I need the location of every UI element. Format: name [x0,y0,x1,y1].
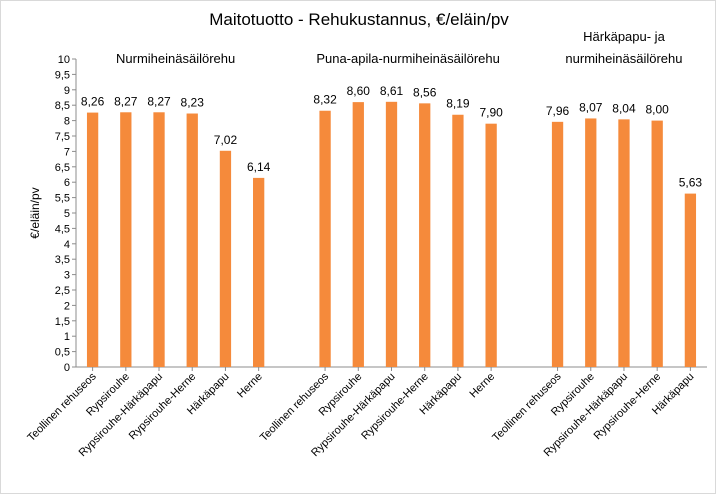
y-tick-label: 2 [64,300,70,312]
data-label: 8,19 [446,97,470,111]
data-label: 5,63 [679,176,703,190]
bar [684,193,697,367]
bar [618,119,630,367]
y-tick-label: 6,5 [55,162,70,174]
category-label: Herne [468,371,498,401]
data-label: 8,07 [579,100,603,114]
y-axis-label: €/eläin/pv [28,187,42,238]
data-label: 8,60 [347,84,371,98]
bar [419,103,431,368]
bar [319,110,331,367]
data-label: 8,00 [646,103,670,117]
bar [551,121,564,367]
bar [651,120,663,367]
y-tick-label: 1 [64,331,70,343]
y-tick-label: 1,5 [55,316,70,328]
bar [352,102,364,368]
y-tick-label: 4,5 [55,223,70,235]
y-tick-label: 8 [64,116,70,128]
y-tick-label: 7 [64,146,70,158]
bar [585,118,597,367]
bar [86,112,99,367]
data-label: 7,90 [479,106,503,120]
y-tick-label: 2,5 [55,285,70,297]
data-label: 8,27 [114,94,138,108]
y-tick-label: 0 [64,362,70,374]
data-label: 8,56 [413,85,437,99]
group-label: nurmiheinäsäilörehu [565,51,682,66]
data-label: 6,14 [247,160,271,174]
data-label: 8,32 [313,93,337,107]
bar [385,101,398,367]
bar [186,113,198,368]
y-tick-label: 10 [58,54,70,66]
bar [485,123,497,368]
bar [120,112,132,367]
bar [253,177,265,367]
group-label: Härkäpapu- ja [583,29,665,44]
y-tick-label: 9 [64,85,70,97]
data-label: 8,61 [380,84,404,98]
bar [153,112,165,367]
bar [219,150,232,367]
bars-layer [86,101,697,368]
y-tick-label: 4 [64,239,70,251]
group-label: Puna-apila-nurmiheinäsäilörehu [316,51,500,66]
category-labels-layer: Teollinen rehuseosRypsirouheRypsirouhe-H… [25,367,697,459]
y-tick-label: 5,5 [55,193,70,205]
y-tick-label: 6 [64,177,70,189]
value-labels-layer: 8,26 8,27 8,27 8,23 7,02 6,14 8,32 8,60 8,61 8,56… [81,84,702,190]
y-axis-ticks: 0 0,5 1 1,5 2 2,5 3 3,5 4 4,5 5 5,5 6 6,5 7 7,5 8 8,5 9 9,5… [55,54,76,374]
y-tick-label: 3,5 [55,254,70,266]
category-label: Herne [235,371,265,401]
y-tick-label: 0,5 [55,347,70,359]
y-tick-label: 7,5 [55,131,70,143]
data-label: 8,27 [147,94,171,108]
bar [452,114,464,367]
y-tick-label: 8,5 [55,100,70,112]
data-label: 8,26 [81,95,105,109]
data-label: 7,02 [214,133,238,147]
data-label: 7,96 [546,104,570,118]
group-label: Nurmiheinäsäilörehu [116,51,235,66]
y-tick-label: 5 [64,208,70,220]
data-label: 8,04 [612,101,636,115]
y-tick-label: 3 [64,270,70,282]
data-label: 8,23 [181,96,205,110]
y-tick-label: 9,5 [55,69,70,81]
group-labels-layer: Nurmiheinäsäilörehu Puna-apila-nurmiheinä… [116,29,682,66]
chart-title: Maitotuotto - Rehukustannus, €/eläin/pv [209,10,509,29]
